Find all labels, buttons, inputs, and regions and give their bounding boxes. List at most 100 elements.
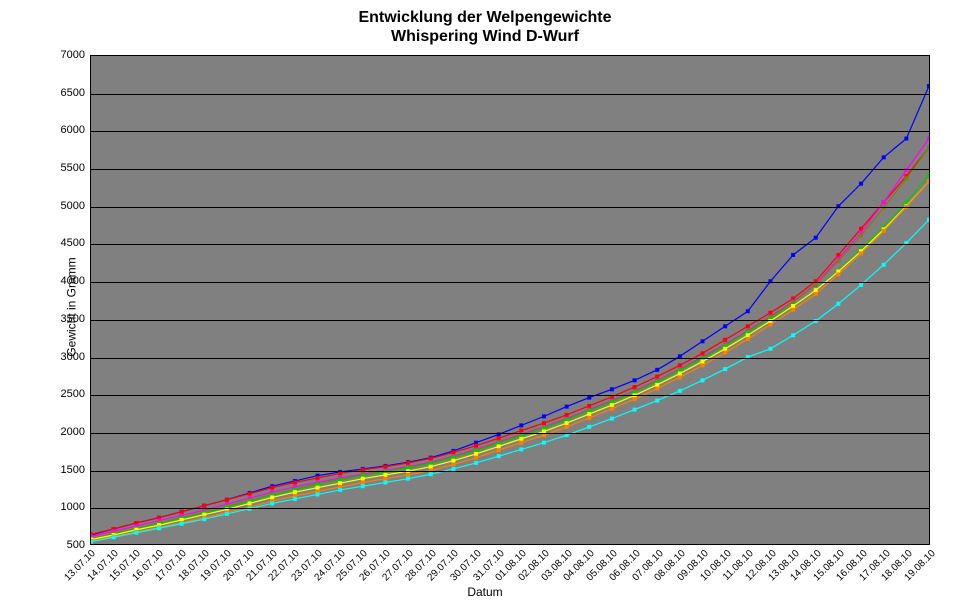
series-marker-cyan <box>723 367 727 371</box>
series-marker-red <box>451 450 455 454</box>
series-marker-yellow <box>791 304 795 308</box>
series-marker-olive <box>836 259 840 263</box>
series-marker-cyan <box>655 399 659 403</box>
series-marker-red <box>429 456 433 460</box>
series-marker-red <box>655 375 659 379</box>
series-marker-cyan <box>270 501 274 505</box>
series-marker-red <box>633 385 637 389</box>
series-marker-yellow <box>565 421 569 425</box>
series-marker-orange <box>587 416 591 420</box>
gridline <box>91 433 929 434</box>
series-marker-orange <box>836 272 840 276</box>
series-marker-cyan <box>542 441 546 445</box>
chart-title-line2: Whispering Wind D-Wurf <box>0 27 970 46</box>
series-marker-blue <box>610 387 614 391</box>
series-marker-yellow <box>361 477 365 481</box>
series-marker-red <box>474 444 478 448</box>
series-marker-cyan <box>293 497 297 501</box>
y-tick-label: 6000 <box>45 124 85 136</box>
series-line-yellow <box>91 181 929 539</box>
series-marker-cyan <box>338 488 342 492</box>
series-marker-cyan <box>927 218 929 222</box>
series-marker-yellow <box>497 444 501 448</box>
series-marker-olive <box>927 146 929 150</box>
series-marker-red <box>406 461 410 465</box>
series-marker-orange <box>633 397 637 401</box>
series-marker-orange <box>859 251 863 255</box>
plot-area <box>90 55 930 545</box>
y-tick-label: 6500 <box>45 87 85 99</box>
series-marker-blue <box>519 423 523 427</box>
gridline <box>91 244 929 245</box>
series-marker-red <box>678 363 682 367</box>
chart-title: Entwicklung der Welpengewichte Whisperin… <box>0 8 970 46</box>
y-tick-label: 1000 <box>45 501 85 513</box>
series-marker-yellow <box>723 347 727 351</box>
series-marker-red <box>565 413 569 417</box>
series-marker-cyan <box>202 517 206 521</box>
series-marker-red <box>338 471 342 475</box>
series-marker-blue <box>882 155 886 159</box>
series-marker-cyan <box>112 535 116 539</box>
y-tick-label: 7000 <box>45 49 85 61</box>
gridline <box>91 395 929 396</box>
series-marker-green <box>927 173 929 177</box>
series-marker-cyan <box>859 283 863 287</box>
x-axis-label: Datum <box>0 585 970 599</box>
series-marker-orange <box>610 407 614 411</box>
y-tick-label: 2500 <box>45 388 85 400</box>
series-marker-cyan <box>134 531 138 535</box>
series-marker-yellow <box>315 486 319 490</box>
series-marker-orange <box>406 473 410 477</box>
series-marker-yellow <box>383 473 387 477</box>
series-marker-blue <box>814 236 818 240</box>
series-marker-red <box>701 351 705 355</box>
series-marker-cyan <box>791 333 795 337</box>
series-marker-yellow <box>338 481 342 485</box>
series-marker-yellow <box>587 412 591 416</box>
series-line-blue <box>91 86 929 535</box>
y-tick-label: 5500 <box>45 162 85 174</box>
y-tick-label: 4500 <box>45 237 85 249</box>
series-marker-cyan <box>497 454 501 458</box>
series-marker-cyan <box>474 461 478 465</box>
series-marker-red <box>497 436 501 440</box>
series-marker-cyan <box>633 408 637 412</box>
series-line-magenta <box>91 139 929 537</box>
series-marker-orange <box>451 462 455 466</box>
series-marker-orange <box>882 229 886 233</box>
gridline <box>91 131 929 132</box>
series-marker-yellow <box>655 383 659 387</box>
series-marker-orange <box>655 387 659 391</box>
gridline <box>91 320 929 321</box>
series-marker-yellow <box>248 501 252 505</box>
y-tick-label: 3000 <box>45 351 85 363</box>
series-line-red <box>91 148 929 535</box>
series-marker-olive <box>904 176 908 180</box>
gridline <box>91 169 929 170</box>
series-marker-orange <box>383 477 387 481</box>
series-marker-orange <box>565 425 569 429</box>
series-marker-cyan <box>519 447 523 451</box>
series-marker-yellow <box>701 360 705 364</box>
y-tick-label: 4000 <box>45 275 85 287</box>
series-marker-red <box>270 486 274 490</box>
gridline <box>91 508 929 509</box>
y-tick-label: 2000 <box>45 426 85 438</box>
series-marker-yellow <box>746 333 750 337</box>
series-marker-red <box>315 476 319 480</box>
series-marker-yellow <box>678 372 682 376</box>
series-marker-orange <box>746 337 750 341</box>
series-marker-blue <box>655 368 659 372</box>
chart-title-line1: Entwicklung der Welpengewichte <box>0 8 970 27</box>
series-marker-orange <box>768 323 772 327</box>
gridline <box>91 358 929 359</box>
series-marker-orange <box>497 448 501 452</box>
series-marker-blue <box>904 137 908 141</box>
series-marker-blue <box>746 309 750 313</box>
series-marker-cyan <box>225 512 229 516</box>
series-marker-olive <box>814 283 818 287</box>
series-marker-orange <box>678 375 682 379</box>
series-marker-cyan <box>361 484 365 488</box>
series-marker-red <box>768 311 772 315</box>
